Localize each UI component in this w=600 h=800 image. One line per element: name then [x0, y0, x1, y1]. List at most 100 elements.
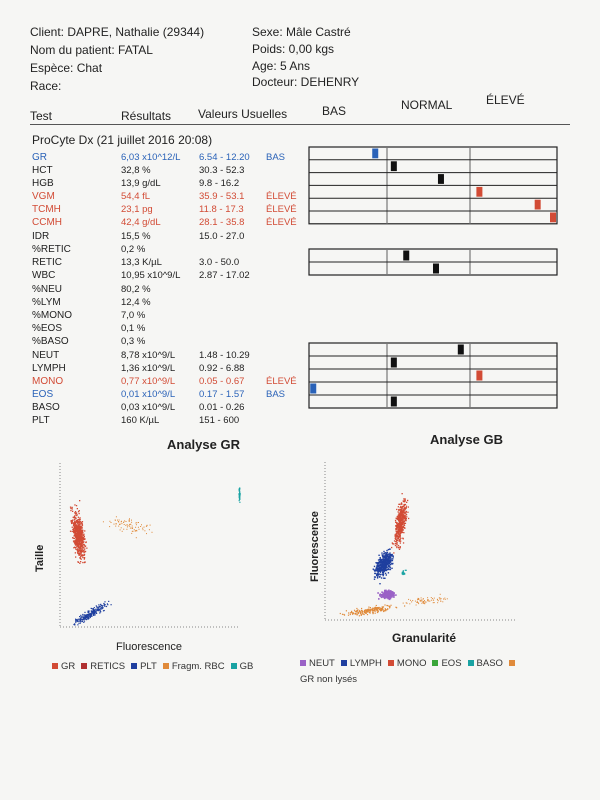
indicator-group-box	[308, 342, 558, 409]
indicator-marker	[437, 174, 444, 184]
test-name: NEUT	[32, 350, 60, 361]
test-name: HCT	[32, 165, 53, 176]
test-name: %BASO	[32, 336, 69, 347]
client-label: Client: DAPRE, Nathalie (29344)	[30, 25, 205, 39]
test-result: 10,95 x10^9/L	[121, 270, 181, 281]
gr-legend-item: Fragm. RBC	[162, 661, 225, 672]
gr-legend-item: GB	[230, 661, 254, 672]
test-result: 6,03 x10^12/L	[121, 152, 181, 163]
test-result: 15,5 %	[121, 231, 151, 242]
test-result: 160 K/µL	[121, 415, 160, 426]
gr-scatter-plot	[59, 463, 241, 628]
test-name: %MONO	[32, 310, 72, 321]
test-name: %NEU	[32, 284, 63, 295]
legend-swatch	[230, 663, 237, 670]
lymph-cluster	[372, 548, 394, 585]
test-flag: ÉLEVÉ	[266, 204, 297, 215]
gr-cluster	[69, 500, 88, 564]
legend-swatch	[432, 660, 439, 667]
test-reference-range: 1.48 - 10.29	[199, 350, 250, 361]
test-name: VGM	[32, 191, 55, 202]
test-name: %RETIC	[32, 244, 71, 255]
col-high: ÉLEVÉ	[486, 93, 525, 107]
range-indicator-bars	[308, 146, 558, 409]
instrument-line: ProCyte Dx (21 juillet 2016 20:08)	[32, 133, 213, 147]
indicator-marker	[390, 396, 397, 407]
test-name: WBC	[32, 270, 56, 281]
race: Race:	[30, 79, 62, 93]
test-result: 0,3 %	[121, 336, 146, 347]
test-name: %EOS	[32, 323, 63, 334]
test-name: BASO	[32, 402, 60, 413]
test-name: %LYM	[32, 297, 61, 308]
test-result: 7,0 %	[121, 310, 146, 321]
gr-x-axis-label: Fluorescence	[116, 641, 183, 653]
neut-cluster	[377, 589, 397, 601]
legend-swatch	[340, 660, 347, 667]
gr-legend: GR RETICS PLT Fragm. RBC GB	[52, 661, 259, 672]
test-reference-range: 3.0 - 50.0	[199, 257, 240, 268]
test-reference-range: 30.3 - 52.3	[199, 165, 245, 176]
header-divider	[30, 124, 570, 125]
legend-label: GR	[61, 661, 76, 672]
test-result: 12,4 %	[121, 297, 151, 308]
gr-legend-item: GR	[52, 661, 75, 672]
legend-swatch	[131, 663, 138, 670]
indicator-marker	[310, 383, 317, 394]
test-reference-range: 0.92 - 6.88	[199, 363, 245, 374]
age: Age: 5 Ans	[252, 59, 311, 73]
test-flag: BAS	[266, 389, 286, 400]
legend-label: GR non lysés	[300, 674, 358, 685]
test-reference-range: 0.17 - 1.57	[199, 389, 245, 400]
col-normal: NORMAL	[401, 98, 453, 112]
test-result: 32,8 %	[121, 165, 151, 176]
gb-legend: NEUT LYMPH MONO EOS BASO GR non lysés	[300, 656, 530, 688]
test-result: 0,01 x10^9/L	[121, 389, 176, 400]
legend-label: NEUT	[309, 658, 335, 669]
gb-cluster	[238, 487, 241, 503]
test-name: PLT	[32, 415, 50, 426]
gr-non-lyses-cluster	[339, 604, 406, 617]
test-name: IDR	[32, 231, 50, 242]
col-results: Résultats	[121, 109, 172, 123]
test-name: TCMH	[32, 204, 61, 215]
legend-label: LYMPH	[349, 658, 382, 669]
col-low: BAS	[322, 104, 347, 118]
test-reference-range: 35.9 - 53.1	[199, 191, 245, 202]
indicator-marker	[476, 370, 483, 381]
patient-name: Nom du patient: FATAL	[30, 43, 153, 57]
test-reference-range: 15.0 - 27.0	[199, 231, 245, 242]
gb-legend-item: MONO	[387, 658, 426, 669]
legend-label: GB	[239, 661, 254, 672]
gb-legend-item: GR non lysés	[300, 658, 518, 685]
test-result: 0,77 x10^9/L	[121, 376, 176, 387]
legend-swatch	[508, 660, 515, 667]
legend-label: RETICS	[90, 661, 126, 672]
fragm-rbc-cluster	[102, 516, 153, 539]
legend-swatch	[467, 660, 474, 667]
test-name: MONO	[32, 376, 64, 387]
indicator-marker	[433, 263, 439, 274]
test-name: RETIC	[32, 257, 62, 268]
gr-non-lyses-scatter	[402, 593, 448, 606]
col-ref: Valeurs Usuelles	[198, 107, 288, 121]
test-reference-range: 28.1 - 35.8	[199, 217, 245, 228]
gr-y-axis-label: Taille	[34, 544, 46, 572]
gb-y-axis-label: Fluorescence	[309, 511, 321, 582]
gb-legend-item: BASO	[467, 658, 503, 669]
doctor: Docteur: DEHENRY	[252, 75, 360, 89]
legend-swatch	[81, 663, 88, 670]
species: Espèce: Chat	[30, 61, 103, 75]
gb-legend-item: EOS	[432, 658, 462, 669]
test-result: 1,36 x10^9/L	[121, 363, 176, 374]
test-flag: ÉLEVÉ	[266, 376, 297, 387]
test-result: 8,78 x10^9/L	[121, 350, 176, 361]
test-result: 54,4 fL	[121, 191, 151, 202]
test-flag: ÉLEVÉ	[266, 217, 297, 228]
legend-swatch	[52, 663, 58, 670]
test-result: 13,9 g/dL	[121, 178, 161, 189]
test-reference-range: 0.05 - 0.67	[199, 376, 245, 387]
test-reference-range: 11.8 - 17.3	[199, 204, 244, 215]
test-result: 13,3 K/µL	[121, 257, 162, 268]
baso-cluster	[401, 569, 407, 576]
